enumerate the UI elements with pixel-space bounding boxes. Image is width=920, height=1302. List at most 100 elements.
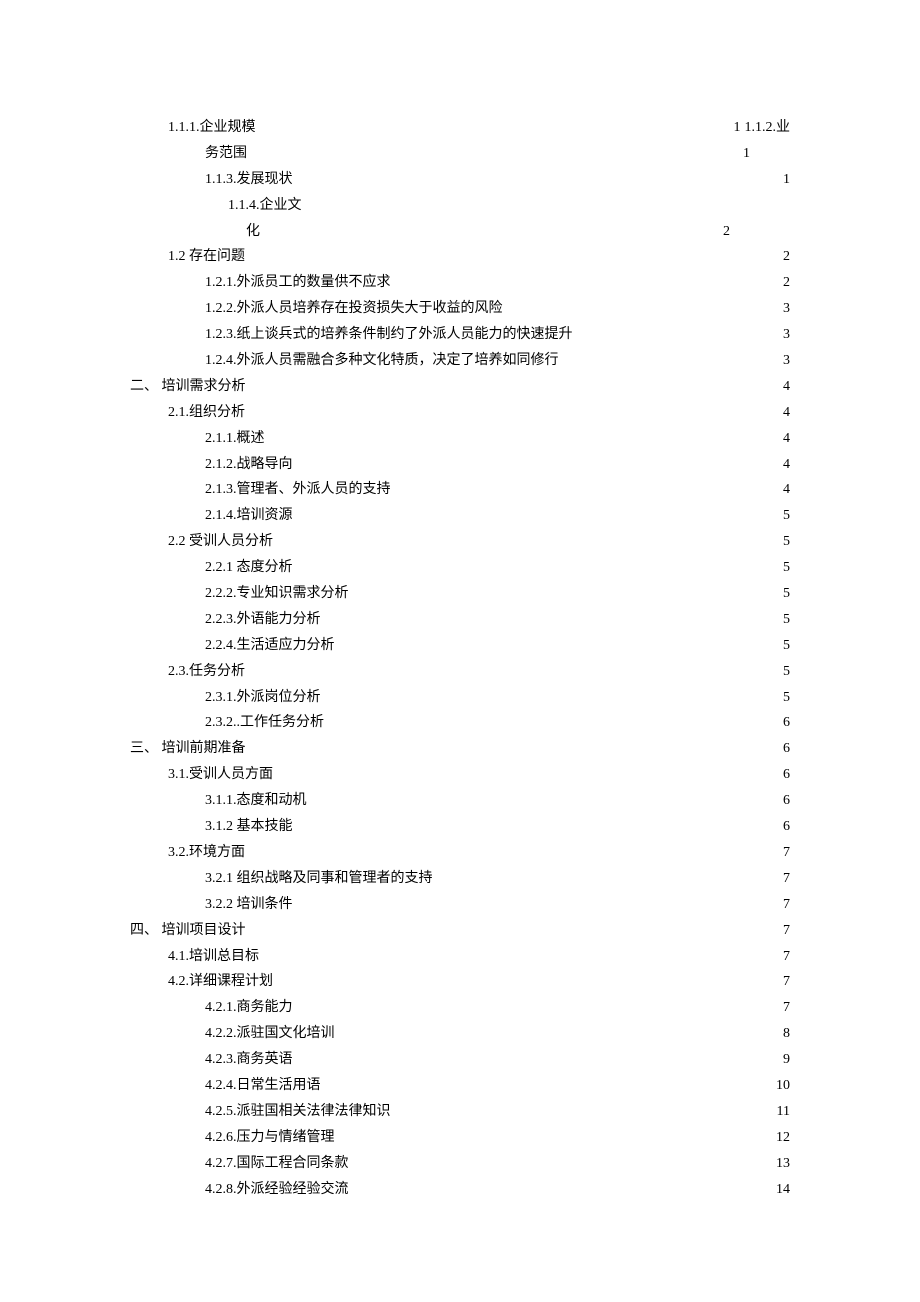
toc-leader-dots <box>321 609 782 623</box>
toc-entry: 4.2.7.国际工程合同条款 13 <box>130 1151 790 1177</box>
toc-entry-label: 1.1.2.业 <box>741 115 791 141</box>
toc-leader-dots <box>321 687 782 701</box>
toc-leader-dots <box>246 376 782 390</box>
toc-leader-dots <box>293 1049 782 1063</box>
toc-entry-label: 务范围 <box>205 141 247 167</box>
toc-entry-page: 10 <box>774 1073 790 1099</box>
toc-leader-dots <box>335 1023 782 1037</box>
toc-entry-label: 1.1.4.企业文 <box>228 198 302 213</box>
toc-leader-dots <box>259 946 781 960</box>
toc-entry-page: 3 <box>781 296 790 322</box>
toc-entry: 4.2.2.派驻国文化培训8 <box>130 1021 790 1047</box>
toc-split-first: 1.1.1.企业规模1 <box>168 115 741 141</box>
toc-leader-dots <box>307 790 782 804</box>
toc-entry: 2.3.任务分析5 <box>130 659 790 685</box>
toc-entry-page: 4 <box>781 452 790 478</box>
toc-leader-dots <box>503 298 782 312</box>
toc-entry-page: 5 <box>781 581 790 607</box>
toc-leader-dots <box>324 712 781 726</box>
toc-entry-label: 4.2.3.商务英语 <box>205 1047 293 1073</box>
toc-entry-label: 2.1.组织分析 <box>168 400 245 426</box>
toc-entry: 2.1.4.培训资源 5 <box>130 503 790 529</box>
toc-entry-label: 2.1.1.概述 <box>205 426 265 452</box>
toc-entry-page: 13 <box>774 1151 790 1177</box>
toc-entry-label: 三、 培训前期准备 <box>130 736 246 762</box>
toc-entry-label: 2.1.2.战略导向 <box>205 452 293 478</box>
toc-leader-dots <box>321 1075 775 1089</box>
toc-entry: 1.2.3.纸上谈兵式的培养条件制约了外派人员能力的快速提升3 <box>130 322 790 348</box>
toc-entry-label: 1.2.1.外派员工的数量供不应求 <box>205 270 391 296</box>
toc-leader-dots <box>391 479 782 493</box>
toc-entry-page: 6 <box>781 762 790 788</box>
toc-entry: 4.2.3.商务英语9 <box>130 1047 790 1073</box>
toc-leader-dots <box>349 1153 775 1167</box>
toc-entry-label: 2.2.1 态度分析 <box>205 555 293 581</box>
toc-entry: 1.2.1.外派员工的数量供不应求2 <box>130 270 790 296</box>
toc-entry: 2.1.组织分析4 <box>130 400 790 426</box>
toc-entry: 3.1.受训人员方面 6 <box>130 762 790 788</box>
toc-entry: 2.1.2.战略导向 4 <box>130 452 790 478</box>
toc-leader-dots <box>293 997 782 1011</box>
toc-entry-label: 4.1.培训总目标 <box>168 944 259 970</box>
toc-entry: 2.2.1 态度分析5 <box>130 555 790 581</box>
toc-leader-dots <box>260 221 721 235</box>
toc-entry-page: 7 <box>781 995 790 1021</box>
toc-entry-page: 7 <box>781 892 790 918</box>
toc-entry-page: 14 <box>774 1177 790 1203</box>
toc-entry-page: 7 <box>781 918 790 944</box>
toc-entry-page: 7 <box>781 840 790 866</box>
toc-leader-dots <box>293 557 782 571</box>
toc-leader-dots <box>293 454 782 468</box>
toc-entry-page: 5 <box>781 529 790 555</box>
toc-leader-dots <box>335 635 782 649</box>
toc-entry-label: 3.1.受训人员方面 <box>168 762 273 788</box>
toc-leader-dots <box>246 920 782 934</box>
toc-entry: 2.3.1.外派岗位分析5 <box>130 685 790 711</box>
toc-entry-label: 2.2.3.外语能力分析 <box>205 607 321 633</box>
toc-entry-label: 4.2.5.派驻国相关法律法律知识 <box>205 1099 391 1125</box>
toc-entry-page: 4 <box>781 426 790 452</box>
toc-entry-page: 5 <box>781 659 790 685</box>
toc-entry-label: 2.2.2.专业知识需求分析 <box>205 581 349 607</box>
toc-entry: 4.2.8.外派经验经验交流 14 <box>130 1177 790 1203</box>
toc-entry-page: 2 <box>781 244 790 270</box>
toc-entry-page: 1 <box>781 167 790 193</box>
toc-entry-label: 2.2 受训人员分析 <box>168 529 273 555</box>
toc-leader-dots <box>256 117 732 131</box>
toc-entry-label: 4.2.1.商务能力 <box>205 995 293 1021</box>
toc-entry-page: 5 <box>781 685 790 711</box>
toc-entry: 1.2 存在问题2 <box>130 244 790 270</box>
toc-entry-page: 2 <box>721 219 730 245</box>
toc-entry-label: 4.2.7.国际工程合同条款 <box>205 1151 349 1177</box>
toc-entry-label: 2.2.4.生活适应力分析 <box>205 633 335 659</box>
toc-leader-dots <box>433 868 782 882</box>
toc-entry-label: 4.2.详细课程计划 <box>168 969 273 995</box>
toc-entry-page: 5 <box>781 503 790 529</box>
toc-entry: 1.2.2.外派人员培养存在投资损失大于收益的风险3 <box>130 296 790 322</box>
toc-entry-page: 3 <box>781 322 790 348</box>
toc-entry-label: 1.2.4.外派人员需融合多种文化特质，决定了培养如同修行 <box>205 348 559 374</box>
toc-leader-dots <box>573 324 782 338</box>
toc-entry-page: 11 <box>775 1099 790 1125</box>
toc-leader-dots <box>349 1179 775 1193</box>
toc-entry-label: 化 <box>246 219 260 245</box>
toc-leader-dots <box>273 971 781 985</box>
toc-entry-label: 4.2.4.日常生活用语 <box>205 1073 321 1099</box>
toc-entry-label: 4.2.6.压力与情绪管理 <box>205 1125 335 1151</box>
toc-entry-label: 2.1.4.培训资源 <box>205 503 293 529</box>
toc-entry: 4.2.5.派驻国相关法律法律知识 11 <box>130 1099 790 1125</box>
toc-entry: 3.2.2 培训条件7 <box>130 892 790 918</box>
toc-entry: 2.2 受训人员分析 5 <box>130 529 790 555</box>
toc-entry-label: 4.2.8.外派经验经验交流 <box>205 1177 349 1203</box>
table-of-contents: 1.1.1.企业规模1 1.1.2.业务范围11.1.3.发展现状11.1.4.… <box>130 115 790 1202</box>
toc-entry-label: 2.1.3.管理者、外派人员的支持 <box>205 477 391 503</box>
toc-entry-page: 4 <box>781 374 790 400</box>
toc-leader-dots <box>335 1127 775 1141</box>
toc-leader-dots <box>293 505 782 519</box>
toc-entry: 4.2.1.商务能力 7 <box>130 995 790 1021</box>
toc-entry: 三、 培训前期准备6 <box>130 736 790 762</box>
toc-entry: 四、 培训项目设计7 <box>130 918 790 944</box>
toc-leader-dots <box>391 272 782 286</box>
toc-leader-dots <box>245 402 781 416</box>
toc-entry: 3.2.环境方面 7 <box>130 840 790 866</box>
